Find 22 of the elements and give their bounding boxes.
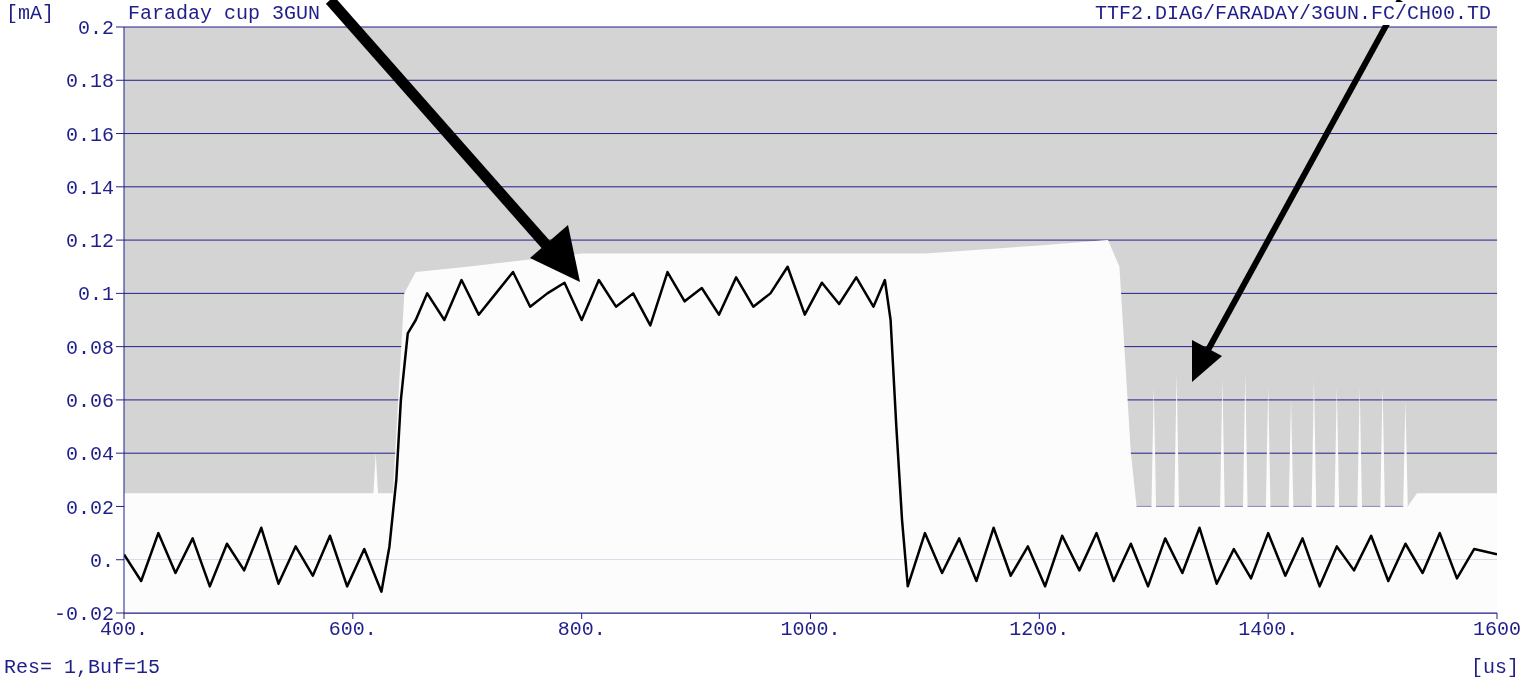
y-axis-title: [mA] [6, 2, 55, 25]
y-tick-label: 0.16 [65, 123, 114, 147]
y-tick-label: 0. [89, 549, 114, 573]
y-tick-label: 0.06 [65, 390, 114, 414]
y-tick-label: 0.04 [65, 443, 114, 467]
y-tick-label: 0.12 [65, 230, 114, 254]
y-tick-label: 0.18 [65, 70, 114, 94]
x-tick-label: 1600 [1472, 618, 1522, 642]
y-tick-label: 0.02 [65, 496, 114, 520]
y-tick-label: 0.2 [77, 17, 114, 41]
x-tick-label: 1200. [1009, 618, 1070, 642]
text: Res= 1,Buf=15 [4, 656, 161, 679]
x-axis-title: [us] [1470, 656, 1519, 679]
chart-title: Faraday cup 3GUN [128, 2, 321, 25]
y-tick-label: 0.08 [65, 336, 114, 360]
y-tick-label: 0.1 [77, 283, 114, 307]
chart-subtitle: TTF2.DIAG/FARADAY/3GUN.FC/CH00.TD [1092, 2, 1493, 25]
x-tick-label: 800. [557, 618, 606, 642]
x-tick-label: 1400. [1238, 618, 1299, 642]
x-tick-label: 1000. [780, 618, 841, 642]
y-tick-label: 0.14 [65, 176, 114, 200]
x-tick-label: 600. [328, 618, 377, 642]
